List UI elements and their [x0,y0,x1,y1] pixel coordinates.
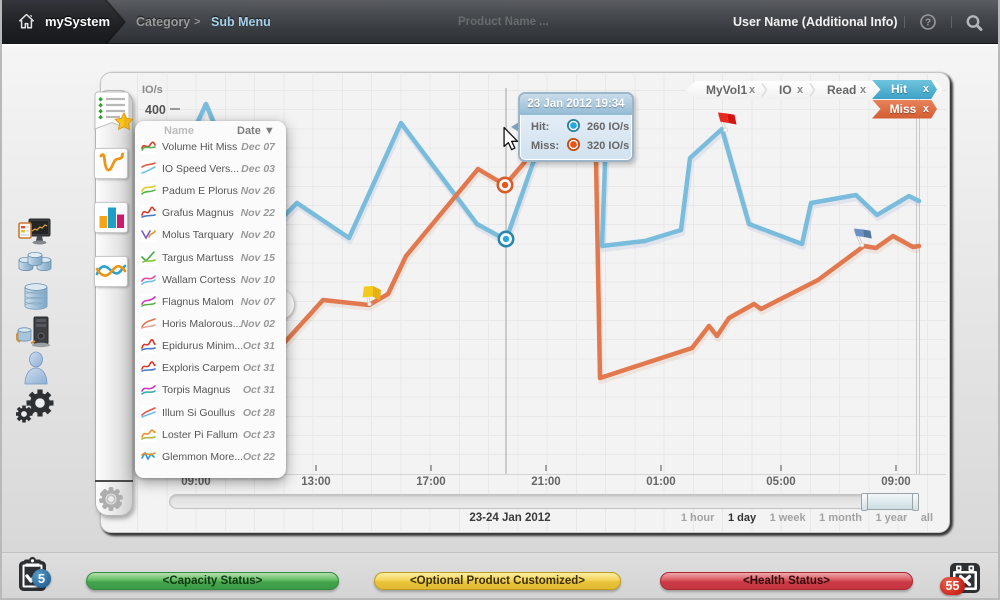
svg-text:?: ? [925,18,931,29]
